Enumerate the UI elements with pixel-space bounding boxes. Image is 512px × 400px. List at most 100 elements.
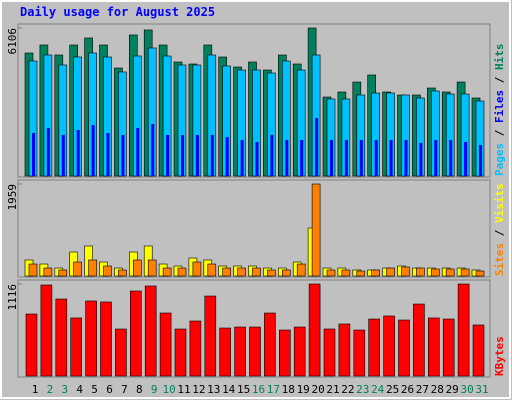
bar — [338, 323, 351, 377]
bar — [177, 267, 187, 277]
bar — [40, 284, 53, 377]
bar — [353, 329, 366, 377]
x-tick-label: 1 — [32, 383, 39, 396]
bar — [404, 140, 408, 176]
bar — [144, 285, 157, 377]
bar — [464, 141, 468, 176]
bar — [73, 261, 82, 277]
bar — [210, 134, 214, 176]
bar — [174, 328, 187, 377]
bar — [28, 263, 38, 277]
x-tick-label: 12 — [192, 383, 205, 396]
bar — [46, 128, 50, 176]
x-tick-label: 13 — [207, 383, 220, 396]
bar — [237, 267, 246, 277]
x-tick-label: 17 — [267, 383, 280, 396]
bar — [475, 270, 485, 277]
legend: Sites / Visits — [493, 183, 506, 276]
legend-entry: Hits — [493, 44, 506, 71]
y-tick-label: 6106 — [6, 28, 19, 55]
bar — [100, 301, 112, 377]
bar — [189, 320, 202, 377]
bar — [58, 269, 68, 277]
x-tick-label: 19 — [297, 383, 310, 396]
bar — [249, 326, 261, 377]
bar — [344, 140, 348, 176]
legend-separator: / — [493, 223, 506, 243]
bar — [311, 183, 321, 277]
bar — [55, 298, 68, 377]
bar — [445, 268, 455, 277]
bar — [88, 259, 97, 277]
bar — [136, 128, 140, 176]
bar — [427, 317, 440, 377]
y-tick-label: 1116 — [6, 284, 19, 311]
bar — [106, 133, 110, 176]
x-tick-label: 9 — [151, 383, 158, 396]
bar — [264, 312, 276, 377]
bar — [204, 295, 217, 377]
bar — [255, 141, 259, 176]
bar — [401, 266, 410, 277]
bar — [159, 312, 172, 377]
bar — [430, 268, 440, 277]
bar — [326, 269, 336, 277]
x-tick-label: 6 — [106, 383, 113, 396]
bar — [162, 267, 172, 277]
x-tick-label: 26 — [401, 383, 414, 396]
y-tick-label: 1959 — [6, 184, 19, 211]
bar — [368, 318, 381, 377]
x-tick-label: 21 — [326, 383, 339, 396]
bar — [308, 283, 321, 377]
legend-separator: / — [493, 70, 506, 90]
bar — [103, 265, 112, 277]
x-tick-label: 30 — [460, 383, 473, 396]
x-tick-label: 22 — [341, 383, 354, 396]
bar — [76, 129, 80, 176]
bar — [115, 328, 127, 377]
bar — [374, 140, 378, 176]
bar — [315, 117, 319, 176]
bar — [323, 328, 336, 377]
bar — [479, 144, 482, 176]
legend-entry: KBytes — [493, 336, 506, 376]
bar — [457, 283, 470, 377]
bar — [225, 137, 229, 176]
bar — [359, 140, 363, 176]
bar — [222, 267, 231, 277]
x-tick-label: 2 — [47, 383, 54, 396]
bar — [195, 134, 199, 176]
bar — [434, 140, 438, 176]
bar — [166, 134, 170, 176]
x-tick-label: 16 — [252, 383, 265, 396]
bar — [386, 267, 395, 277]
legend-entry: Pages — [493, 143, 506, 176]
legend-entry: Sites — [493, 243, 506, 276]
bar — [70, 317, 82, 377]
x-tick-label: 3 — [61, 383, 68, 396]
bar — [85, 300, 97, 377]
bar — [296, 263, 306, 277]
x-tick-label: 20 — [311, 383, 324, 396]
chart-title: Daily usage for August 2025 — [20, 5, 215, 19]
bar — [207, 263, 217, 277]
bar — [133, 259, 142, 277]
x-tick-label: 14 — [222, 383, 236, 396]
bar — [472, 324, 485, 377]
bar — [91, 125, 95, 176]
bar — [371, 269, 381, 277]
legend-entry: Visits — [493, 183, 506, 223]
x-tick-label: 8 — [136, 383, 143, 396]
x-tick-label: 10 — [162, 383, 175, 396]
bar — [356, 270, 366, 277]
bar — [300, 140, 304, 176]
bar — [118, 269, 127, 277]
bar — [413, 303, 425, 377]
bar — [181, 134, 184, 176]
x-tick-label: 18 — [282, 383, 295, 396]
x-tick-label: 28 — [431, 383, 444, 396]
x-tick-label: 23 — [356, 383, 369, 396]
bar — [285, 140, 289, 176]
